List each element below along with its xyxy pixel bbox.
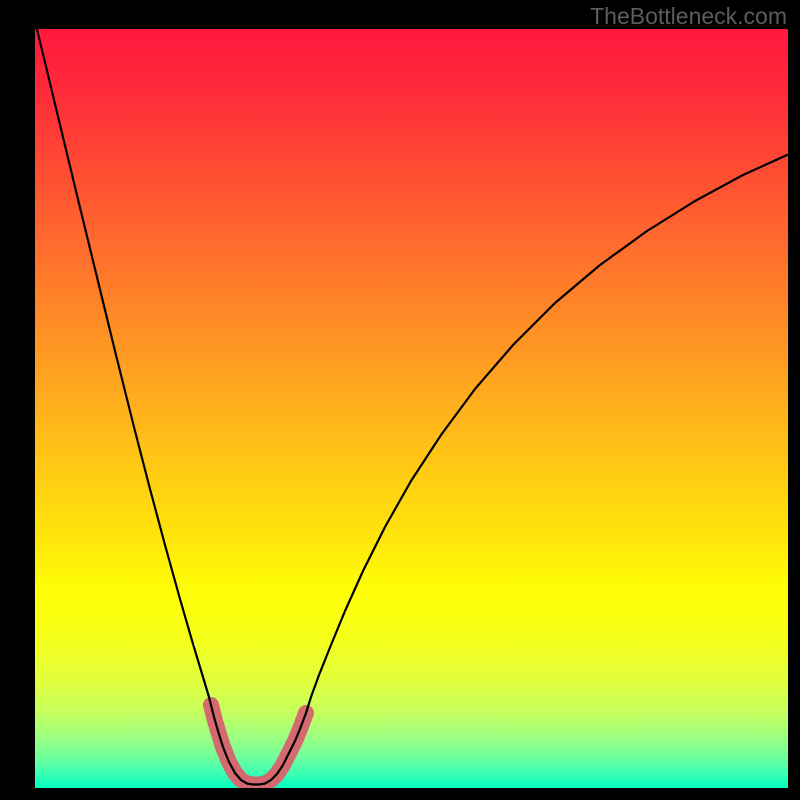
valley-highlight <box>211 705 306 785</box>
watermark-text: TheBottleneck.com <box>590 3 787 30</box>
bottleneck-curve <box>36 29 787 785</box>
chart-svg <box>35 29 788 788</box>
plot-area <box>35 29 788 788</box>
